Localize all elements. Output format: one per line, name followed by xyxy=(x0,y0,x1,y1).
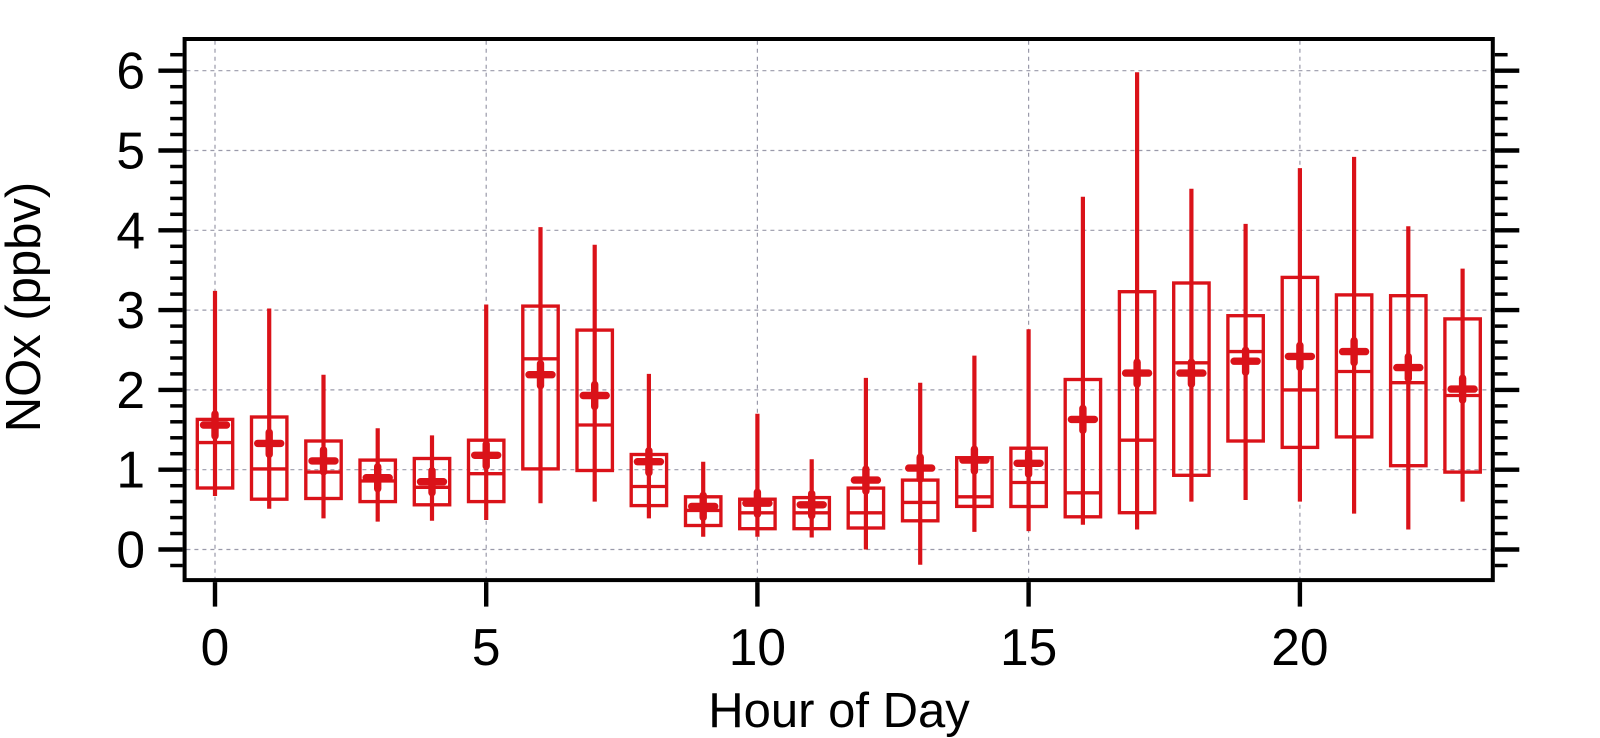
svg-text:0: 0 xyxy=(201,618,230,676)
svg-text:6: 6 xyxy=(116,42,145,100)
svg-text:4: 4 xyxy=(116,201,145,259)
svg-text:2: 2 xyxy=(116,361,145,419)
svg-text:1: 1 xyxy=(116,441,145,499)
svg-text:Hour of Day: Hour of Day xyxy=(708,684,970,738)
svg-text:3: 3 xyxy=(116,281,145,339)
svg-text:15: 15 xyxy=(1000,618,1057,676)
svg-text:5: 5 xyxy=(472,618,501,676)
svg-text:NOx (ppbv): NOx (ppbv) xyxy=(0,182,51,433)
svg-text:5: 5 xyxy=(116,122,145,180)
svg-text:10: 10 xyxy=(729,618,786,676)
svg-text:20: 20 xyxy=(1271,618,1328,676)
svg-text:0: 0 xyxy=(116,521,145,579)
